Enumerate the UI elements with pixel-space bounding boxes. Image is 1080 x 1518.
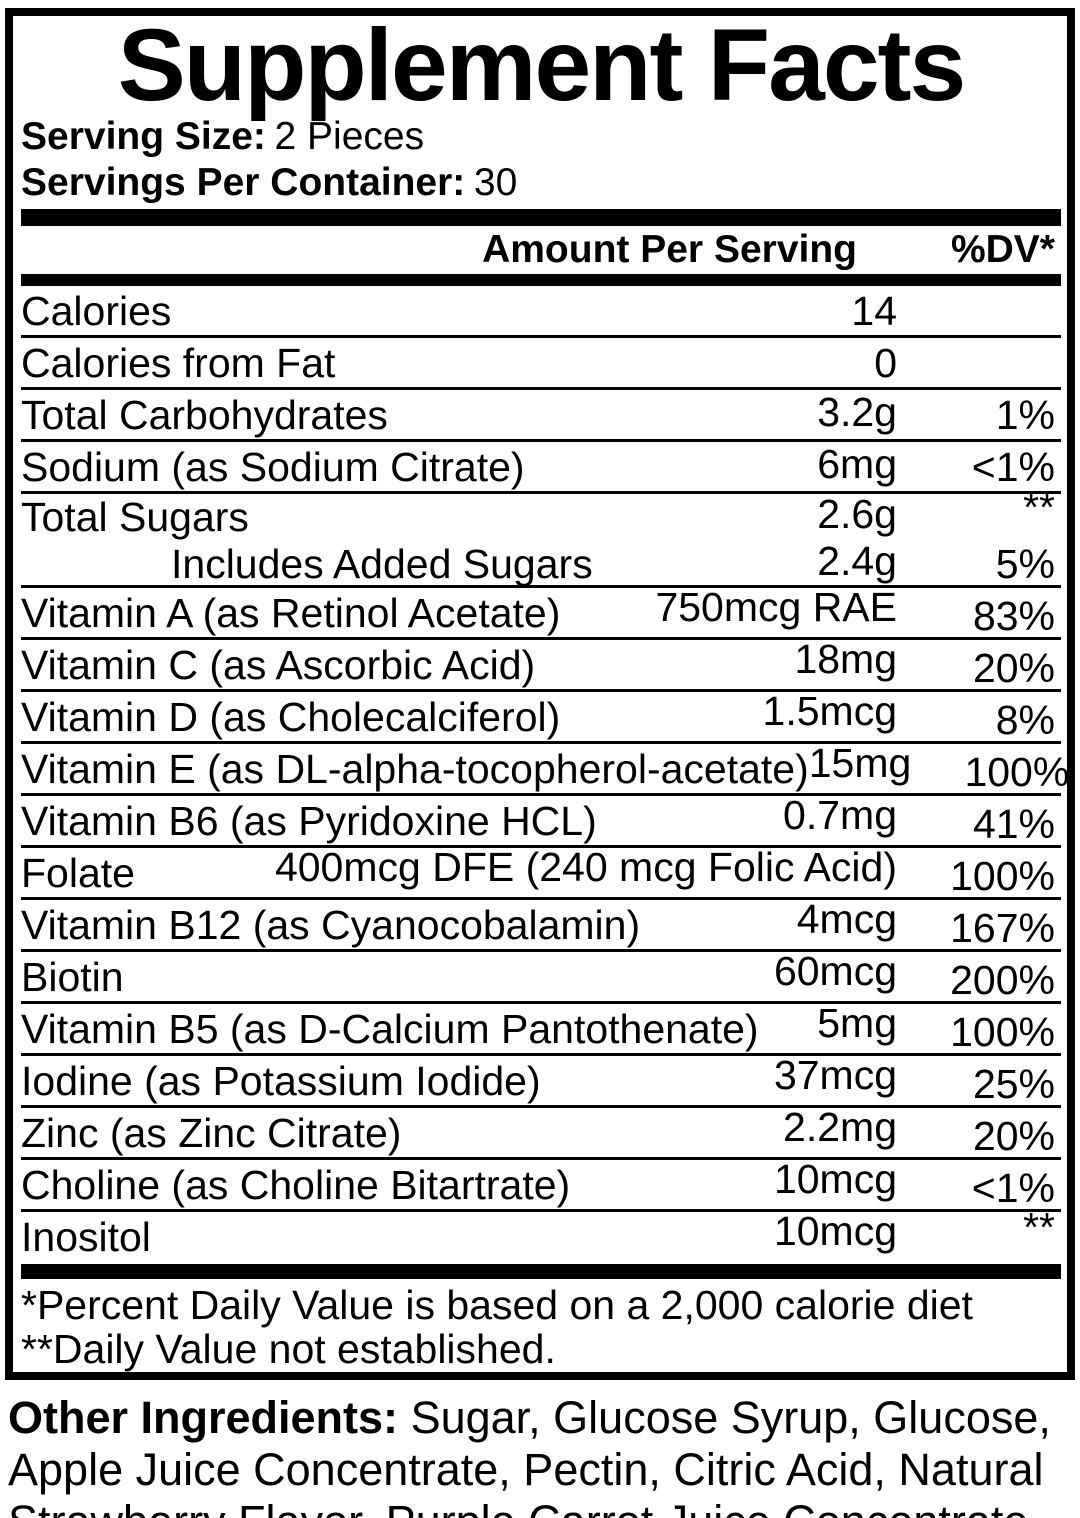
nutrient-amount: 18mg (794, 636, 897, 682)
table-row: Vitamin D (as Cholecalciferol) 1.5mcg 8% (21, 688, 1061, 744)
table-row: Includes Added Sugars 2.4g 5% (21, 538, 1061, 588)
nutrient-dv: 167% (950, 905, 1055, 951)
nutrient-amount: 0 (874, 340, 897, 386)
nutrient-dv: 20% (972, 645, 1055, 691)
nutrient-dv: <1% (971, 1165, 1055, 1211)
footnotes: *Percent Daily Value is based on a 2,000… (21, 1279, 1061, 1371)
table-row: Choline (as Choline Bitartrate) 10mcg <1% (21, 1156, 1061, 1212)
nutrient-dv: ** (1023, 484, 1055, 530)
table-row: Vitamin B12 (as Cyanocobalamin) 4mcg 167% (21, 896, 1061, 952)
nutrient-amount: 1.5mcg (762, 688, 897, 734)
thick-divider-top (21, 209, 1061, 226)
table-row: Total Carbohydrates 3.2g 1% (21, 389, 1061, 442)
table-row: Zinc (as Zinc Citrate) 2.2mg 20% (21, 1104, 1061, 1160)
table-row: Vitamin B5 (as D-Calcium Pantothenate) 5m… (21, 1000, 1061, 1056)
nutrient-amount: 750mcg RAE (655, 584, 897, 630)
table-row: Inositol 10mcg ** (21, 1204, 1061, 1264)
panel-title: Supplement Facts (117, 8, 967, 122)
nutrient-amount: 15mg (808, 740, 912, 786)
footnote-percent-dv: *Percent Daily Value is based on a 2,000… (21, 1282, 973, 1328)
table-row: Folate 400mcg DFE (240 mcg Folic Acid) 100… (21, 844, 1061, 900)
nutrient-name: Vitamin A (as Retinol Acetate) (21, 590, 561, 636)
nutrient-name: Vitamin B12 (as Cyanocobalamin) (21, 902, 641, 948)
nutrient-amount: 10mcg (773, 1156, 897, 1202)
nutrient-dv: 8% (995, 697, 1055, 743)
table-row: Vitamin A (as Retinol Acetate) 750mcg RAE… (21, 584, 1061, 640)
nutrient-name: Vitamin B6 (as Pyridoxine HCL) (21, 798, 597, 844)
nutrient-name: Vitamin D (as Cholecalciferol) (21, 694, 561, 740)
other-ingredients-label: Other Ingredients: (8, 1392, 399, 1443)
nutrient-name: Includes Added Sugars (171, 541, 593, 587)
nutrient-amount: 2.4g (817, 538, 897, 584)
nutrient-name: Calories from Fat (21, 340, 336, 386)
nutrient-amount: 2.6g (817, 491, 897, 537)
nutrient-dv: 20% (972, 1113, 1055, 1159)
thick-divider-header (21, 274, 1061, 286)
nutrient-name: Zinc (as Zinc Citrate) (21, 1110, 402, 1156)
percent-dv-header: %DV* (950, 228, 1055, 271)
nutrient-name: Calories (21, 288, 172, 334)
nutrient-dv: 83% (972, 593, 1055, 639)
table-row: Iodine (as Potassium Iodide) 37mcg 25% (21, 1052, 1061, 1108)
serving-size-label: Serving Size: (21, 115, 266, 158)
footnote-not-established: **Daily Value not established. (21, 1326, 556, 1372)
nutrient-name: Vitamin B5 (as D-Calcium Pantothenate) (21, 1006, 759, 1052)
table-row: Vitamin B6 (as Pyridoxine HCL) 0.7mg 41% (21, 792, 1061, 848)
nutrient-dv: 200% (950, 957, 1055, 1003)
nutrient-amount: 14 (851, 288, 897, 334)
amount-per-serving-header: Amount Per Serving (482, 228, 857, 271)
table-row: Vitamin E (as DL-alpha-tocopherol-acetat… (21, 740, 1069, 796)
nutrient-dv: <1% (971, 444, 1055, 490)
servings-per-container-label: Servings Per Container: (21, 161, 466, 204)
servings-per-container-value: 30 (473, 161, 518, 204)
nutrient-amount: 2.2mg (783, 1104, 897, 1150)
nutrient-rows: Calories 14 Calories from Fat 0 Total Carboh… (21, 286, 1069, 1264)
nutrient-amount: 60mcg (773, 948, 897, 994)
nutrient-amount: 37mcg (773, 1052, 897, 1098)
other-ingredients-text: Sugar, Glucose Syrup, Glucose, Apple Jui… (8, 1392, 1051, 1518)
table-header-row: Amount Per Serving %DV* (21, 226, 1061, 274)
nutrient-name: Total Sugars (21, 494, 249, 540)
supplement-facts-panel: Supplement Facts Serving Size: 2 Pieces S… (5, 8, 1075, 1380)
nutrient-dv: ** (1023, 1204, 1055, 1250)
nutrient-amount: 10mcg (773, 1208, 897, 1254)
nutrient-amount: 5mg (817, 1000, 897, 1046)
table-row: Total Sugars 2.6g ** (21, 484, 1061, 541)
nutrient-amount: 3.2g (817, 389, 897, 435)
nutrient-name: Choline (as Choline Bitartrate) (21, 1162, 571, 1208)
nutrient-dv: 100% (964, 749, 1070, 795)
nutrient-name: Vitamin E (as DL-alpha-tocopherol-acetat… (21, 746, 809, 792)
nutrient-amount: 6mg (817, 441, 897, 487)
servings-per-container-line: Servings Per Container: 30 (21, 160, 1061, 206)
nutrient-name: Inositol (21, 1214, 151, 1260)
nutrient-name: Sodium (as Sodium Citrate) (21, 444, 525, 490)
serving-size-value: 2 Pieces (274, 115, 425, 158)
nutrient-name: Vitamin C (as Ascorbic Acid) (21, 642, 536, 688)
nutrient-dv: 100% (950, 853, 1055, 899)
nutrient-dv: 41% (972, 801, 1055, 847)
other-ingredients: Other Ingredients: Sugar, Glucose Syrup,… (8, 1392, 1074, 1518)
nutrient-name: Biotin (21, 954, 124, 1000)
table-row: Calories from Fat 0 (21, 338, 1061, 390)
table-row: Calories 14 (21, 286, 1061, 338)
table-row: Biotin 60mcg 200% (21, 948, 1061, 1004)
table-row: Vitamin C (as Ascorbic Acid) 18mg 20% (21, 636, 1061, 692)
nutrient-dv: 5% (995, 541, 1055, 587)
thick-divider-bottom (21, 1264, 1061, 1279)
nutrient-amount: 4mcg (796, 896, 897, 942)
nutrient-name: Total Carbohydrates (21, 392, 388, 438)
serving-size-line: Serving Size: 2 Pieces (21, 114, 1061, 160)
nutrient-amount: 0.7mg (783, 792, 897, 838)
nutrient-dv: 25% (972, 1061, 1055, 1107)
nutrient-dv: 1% (995, 392, 1055, 438)
nutrient-name: Iodine (as Potassium Iodide) (21, 1058, 541, 1104)
nutrient-dv: 100% (950, 1009, 1055, 1055)
nutrient-name: Folate (21, 850, 135, 896)
nutrient-amount: 400mcg DFE (240 mcg Folic Acid) (274, 844, 897, 890)
table-row: Sodium (as Sodium Citrate) 6mg <1% (21, 441, 1061, 494)
